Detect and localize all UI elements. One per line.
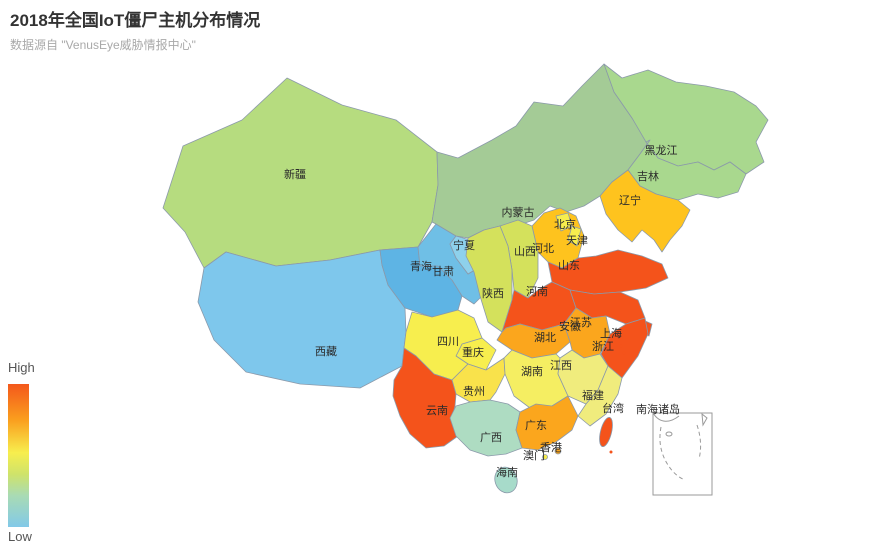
province-label-shanxi: 山西 <box>514 245 536 258</box>
inset-nine-dash-line-east <box>696 424 702 460</box>
province-label-anhui: 安徽 <box>559 319 581 333</box>
province-label-neimenggu: 内蒙古 <box>502 205 535 219</box>
province-label-sichuan: 四川 <box>437 336 459 348</box>
inset-taiwan-outline <box>701 412 708 427</box>
province-xizang[interactable] <box>197 249 407 389</box>
island-dot-zhejiang <box>619 344 623 348</box>
province-liaoning[interactable] <box>599 169 691 253</box>
province-hubei[interactable] <box>496 323 571 359</box>
province-label-xizang: 西藏 <box>315 345 337 358</box>
province-label-aomen: 澳门 <box>523 448 545 462</box>
province-label-guangdong: 广东 <box>525 419 547 432</box>
province-label-xinjiang: 新疆 <box>284 167 306 181</box>
province-taiwan[interactable] <box>597 416 615 448</box>
legend-gradient-bar <box>8 384 29 527</box>
province-anhui[interactable] <box>563 307 611 359</box>
province-label-guangxi: 广西 <box>480 431 502 444</box>
province-label-beijing: 北京 <box>554 217 576 231</box>
province-label-shandong: 山东 <box>558 259 580 272</box>
province-xianggang[interactable] <box>554 447 562 455</box>
chart-subtitle: 数据源自 "VenusEye威胁情报中心" <box>10 38 196 52</box>
province-label-henan: 河南 <box>526 285 548 298</box>
island-dot-zhejiang <box>622 351 626 355</box>
province-hainan[interactable] <box>492 464 521 496</box>
province-label-zhejiang: 浙江 <box>592 340 614 353</box>
province-label-nanhai: 南海诸岛 <box>636 402 680 416</box>
province-zhejiang[interactable] <box>600 317 649 379</box>
south-china-sea-inset <box>652 412 713 496</box>
province-label-yunnan: 云南 <box>426 404 448 417</box>
province-label-shaanxi: 陕西 <box>482 286 504 300</box>
province-label-jiangsu: 江苏 <box>570 316 592 329</box>
chart-title: 2018年全国IoT僵尸主机分布情况 <box>10 11 261 30</box>
province-label-chongqing: 重庆 <box>462 345 484 359</box>
island-dot-taiwan <box>609 450 613 454</box>
province-label-hebei: 河北 <box>532 242 554 255</box>
province-label-qinghai: 青海 <box>410 259 432 273</box>
province-label-xianggang: 香港 <box>540 441 562 454</box>
legend-high-label: High <box>8 360 35 375</box>
province-label-tianjin: 天津 <box>566 234 588 247</box>
inset-coastline <box>652 412 680 422</box>
inset-island <box>665 431 673 437</box>
province-guangxi[interactable] <box>449 399 523 457</box>
province-label-gansu: 甘肃 <box>432 265 454 278</box>
province-label-ningxia: 宁夏 <box>453 238 475 252</box>
inset-nine-dash-line-west <box>659 426 686 481</box>
province-label-hubei: 湖北 <box>534 331 556 344</box>
province-label-jiangxi: 江西 <box>550 359 572 372</box>
province-label-hainan: 海南 <box>496 465 518 479</box>
province-label-guizhou: 贵州 <box>463 385 485 398</box>
province-tianjin[interactable] <box>567 225 582 247</box>
province-guangdong[interactable] <box>515 395 579 451</box>
legend-low-label: Low <box>8 529 32 544</box>
province-fujian[interactable] <box>577 365 623 427</box>
province-label-liaoning: 辽宁 <box>619 193 641 207</box>
inset-border <box>652 412 713 496</box>
province-guizhou[interactable] <box>451 357 506 403</box>
province-label-heilongjiang: 黑龙江 <box>645 144 678 157</box>
province-jilin[interactable] <box>627 139 747 201</box>
province-aomen[interactable] <box>542 454 548 460</box>
province-hunan[interactable] <box>503 349 569 409</box>
province-label-shanghai: 上海 <box>600 326 622 340</box>
province-label-taiwan: 台湾 <box>602 401 624 415</box>
province-label-hunan: 湖南 <box>521 365 543 378</box>
province-label-jilin: 吉林 <box>637 169 659 183</box>
province-label-fujian: 福建 <box>582 388 604 402</box>
province-shapes <box>162 63 769 496</box>
